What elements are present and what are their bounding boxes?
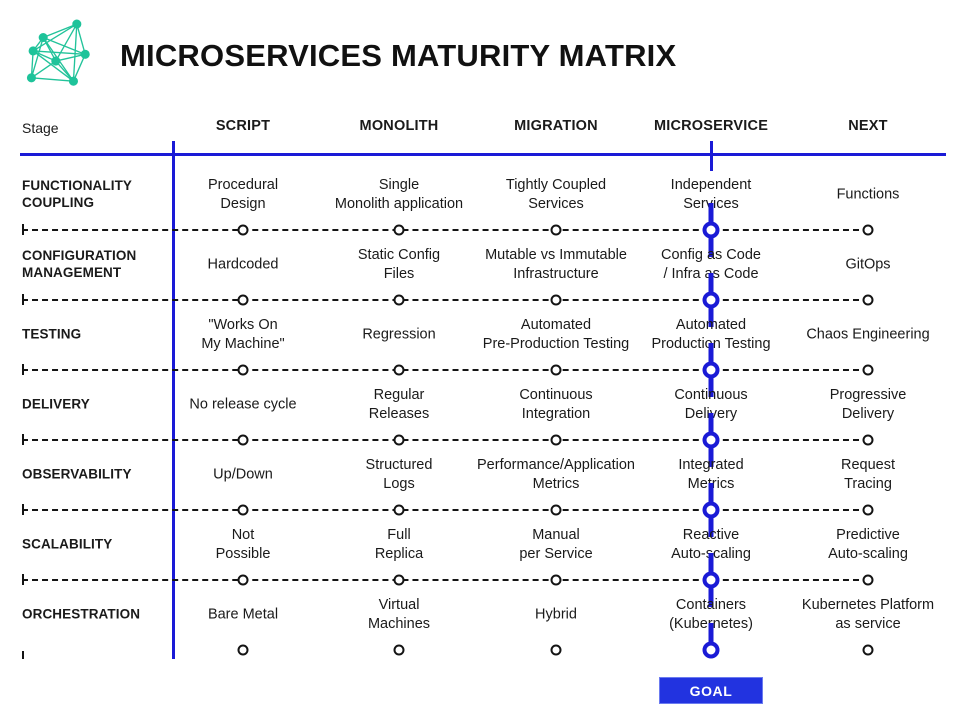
matrix-cell-script: "Works On My Machine" [201, 317, 285, 352]
matrix-cell-monolith: Single Monolith application [334, 177, 464, 212]
matrix-cell-migration: Manual per Service [519, 527, 593, 562]
matrix-cell-monolith: Virtual Machines [367, 597, 431, 632]
matrix-cell-next: Request Tracing [840, 457, 896, 492]
matrix-row: OBSERVABILITY Up/Down Structured Logs Perfor… [0, 440, 966, 537]
microservice-track-top [710, 141, 713, 171]
column-header-script: SCRIPT [215, 118, 271, 134]
row-stage-label: SCALABILITY [22, 536, 113, 552]
matrix-cell-next: Functions [836, 186, 900, 203]
column-header-microservice: MICROSERVICE [653, 118, 769, 134]
network-graph-icon [18, 14, 102, 98]
header: MICROSERVICES MATURITY MATRIX [0, 0, 966, 110]
matrix-row: DELIVERY No release cycle Regular Releases C… [0, 370, 966, 467]
maturity-node-monolith[interactable] [393, 644, 405, 656]
matrix-cell-script: Procedural Design [207, 177, 279, 212]
maturity-node-migration[interactable] [550, 644, 562, 656]
header-divider-line [20, 153, 946, 156]
maturity-node-next[interactable] [862, 644, 874, 656]
matrix-row: FUNCTIONALITY COUPLING Procedural Design Sin… [0, 160, 966, 257]
row-stage-label: ORCHESTRATION [22, 606, 141, 622]
matrix-cell-microservice: Reactive Auto-scaling [671, 527, 751, 562]
matrix-cell-script: Not Possible [215, 527, 271, 562]
column-header-stage: Stage [22, 120, 59, 136]
column-header-monolith: MONOLITH [359, 118, 439, 134]
matrix-cell-monolith: Regular Releases [368, 387, 430, 422]
page-title: MICROSERVICES MATURITY MATRIX [120, 38, 677, 73]
maturity-node-script[interactable] [237, 644, 249, 656]
matrix-row: CONFIGURATION MANAGEMENT Hardcoded Static C… [0, 230, 966, 327]
matrix-cell-migration: Tightly Coupled Services [505, 177, 607, 212]
matrix-cell-script: Up/Down [213, 466, 273, 483]
matrix-cell-microservice: Config as Code / Infra as Code [661, 247, 761, 282]
matrix-cell-microservice: Containers (Kubernetes) [669, 597, 753, 632]
matrix-cell-script: No release cycle [189, 396, 297, 413]
row-stage-label: FUNCTIONALITY COUPLING [22, 178, 133, 210]
matrix-cell-migration: Automated Pre-Production Testing [482, 317, 630, 352]
matrix-cell-next: Predictive Auto-scaling [828, 527, 908, 562]
matrix-row: ORCHESTRATION Bare Metal Virtual Machines Hy… [0, 580, 966, 659]
matrix-cell-monolith: Structured Logs [365, 457, 433, 492]
row-stage-label: TESTING [22, 326, 82, 342]
matrix-cell-next: Kubernetes Platform as service [801, 597, 935, 632]
matrix-cell-migration: Performance/Application Metrics [477, 457, 635, 492]
matrix-row: SCALABILITY Not Possible Full Replica Manual p… [0, 510, 966, 607]
row-stage-label: OBSERVABILITY [22, 466, 132, 482]
matrix-cell-microservice: Automated Production Testing [651, 317, 771, 352]
stage-column-divider [172, 141, 175, 659]
matrix-cell-migration: Mutable vs Immutable Infrastructure [485, 247, 627, 282]
matrix-body: FUNCTIONALITY COUPLING Procedural Design Sin… [0, 160, 966, 659]
row-separator [0, 623, 966, 659]
matrix-cell-migration: Hybrid [535, 606, 577, 623]
goal-badge[interactable]: GOAL [659, 677, 763, 704]
matrix-cell-script: Hardcoded [207, 256, 279, 273]
matrix-cell-microservice: Independent Services [670, 177, 752, 212]
column-header-migration: MIGRATION [514, 118, 598, 134]
matrix-cell-microservice: Integrated Metrics [678, 457, 744, 492]
matrix-cell-migration: Continuous Integration [519, 387, 593, 422]
matrix-cell-monolith: Static Config Files [357, 247, 441, 282]
matrix-cell-next: Chaos Engineering [806, 326, 930, 343]
matrix-cell-monolith: Regression [362, 326, 436, 343]
column-header-row: Stage SCRIPT MONOLITH MIGRATION MICROSER… [0, 118, 966, 148]
row-stage-label: CONFIGURATION MANAGEMENT [22, 248, 137, 280]
matrix-cell-monolith: Full Replica [374, 527, 424, 562]
axis-tick-mark [22, 651, 24, 659]
row-stage-label: DELIVERY [22, 396, 90, 412]
matrix-cell-next: GitOps [845, 256, 891, 273]
matrix-cell-next: Progressive Delivery [829, 387, 907, 422]
matrix-cell-microservice: Continuous Delivery [674, 387, 748, 422]
matrix-row: TESTING "Works On My Machine" Regression Aut… [0, 300, 966, 397]
column-header-next: NEXT [848, 118, 888, 134]
matrix-cell-script: Bare Metal [207, 606, 279, 623]
maturity-node-microservice[interactable] [702, 641, 720, 659]
